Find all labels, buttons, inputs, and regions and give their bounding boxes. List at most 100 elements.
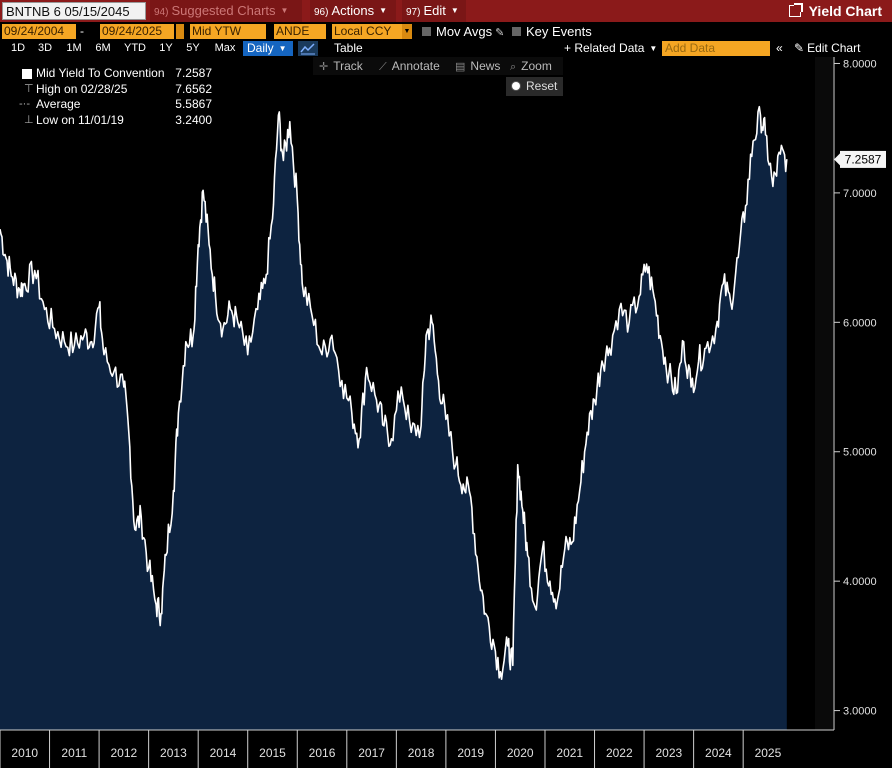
zoom-button[interactable]: ⌕ Zoom [510, 57, 552, 76]
y-tick-label: 4.0000 [843, 576, 877, 588]
range-1m-button[interactable]: 1M [66, 42, 82, 54]
source-field[interactable]: ANDE [274, 24, 326, 39]
edit-button[interactable]: 97) Edit ▼ [402, 0, 466, 22]
legend-label: High on 02/28/25 [36, 81, 128, 96]
x-tick-label: 2014 [210, 746, 237, 760]
legend-label: Average [36, 97, 81, 111]
last-value-arrow [834, 153, 840, 166]
frequency-dropdown[interactable]: Daily ▼ [243, 41, 293, 56]
reset-button[interactable]: Reset [506, 77, 563, 96]
yield-chart[interactable]: 8.0000 7.0000 6.0000 5.0000 4.0000 3.0000 201… [0, 57, 892, 768]
x-tick-label: 2013 [160, 746, 187, 760]
date-separator: - [80, 24, 84, 38]
x-tick-label: 2018 [408, 746, 435, 760]
frequency-value: Daily [247, 41, 274, 55]
x-tick-label: 2015 [259, 746, 286, 760]
x-tick-label: 2019 [457, 746, 484, 760]
collapse-icon[interactable]: « [776, 41, 783, 55]
caret-down-icon: ▼ [649, 44, 658, 53]
legend-row-high[interactable]: ⊤ High on 02/28/25 7.6562 [12, 82, 212, 98]
news-icon: ▤ [455, 61, 466, 73]
legend-value: 3.2400 [175, 112, 212, 127]
actions-label: Actions [331, 3, 375, 18]
yield-chart-title[interactable]: Yield Chart [788, 0, 882, 22]
key-events-toggle[interactable]: Key Events [512, 24, 592, 39]
x-tick-label: 2021 [556, 746, 583, 760]
actions-button[interactable]: 96) Actions ▼ [310, 0, 396, 22]
y-tick-label: 6.0000 [843, 317, 877, 329]
legend-row-low[interactable]: ⊥ Low on 11/01/19 3.2400 [12, 113, 212, 129]
top-bar: BNTNB 6 05/15/2045 94) Suggested Charts ▼ … [0, 0, 892, 22]
key-events-label: Key Events [526, 24, 592, 39]
range-1y-button[interactable]: 1Y [159, 42, 173, 54]
pencil-icon[interactable]: ✎ [495, 27, 505, 39]
suggested-charts-label: Suggested Charts [171, 3, 276, 18]
range-1d-button[interactable]: 1D [10, 42, 26, 54]
plot-right-gap [815, 57, 833, 730]
legend-row-average[interactable]: -·- Average 5.5867 [12, 97, 212, 113]
x-tick-label: 2010 [11, 746, 38, 760]
x-tick-label: 2025 [755, 746, 782, 760]
chevron-down-icon: ▼ [402, 24, 412, 39]
x-tick-label: 2011 [61, 746, 87, 760]
low-marker-icon: ⊥ [24, 113, 34, 126]
source-field-value: ANDE [276, 24, 310, 38]
y-tick-label: 3.0000 [843, 706, 877, 718]
annotate-button[interactable]: ⟋ Annotate [379, 57, 440, 76]
field-selector-value: Mid YTW [192, 24, 242, 38]
legend-label: Low on 11/01/19 [36, 112, 124, 127]
x-tick-label: 2016 [309, 746, 336, 760]
ticker-input[interactable]: BNTNB 6 05/15/2045 [2, 2, 146, 20]
edit-chart-label: Edit Chart [807, 41, 861, 55]
checkbox-icon [422, 27, 431, 36]
start-date-field[interactable]: 09/24/2004 [2, 24, 76, 39]
annotate-icon: ⟋ [379, 61, 387, 73]
range-3d-button[interactable]: 3D [37, 42, 53, 54]
track-button[interactable]: ✛ Track [319, 57, 363, 76]
caret-down-icon: ▼ [379, 6, 388, 15]
y-tick-label: 7.0000 [843, 188, 877, 200]
series-swatch [22, 69, 32, 79]
suggested-charts-button[interactable]: 94) Suggested Charts ▼ [150, 0, 302, 22]
field-selector[interactable]: Mid YTW [190, 24, 266, 39]
range-ytd-button[interactable]: YTD [124, 42, 146, 54]
x-tick-label: 2017 [358, 746, 385, 760]
related-data-button[interactable]: + Related Data ▼ [564, 40, 657, 57]
x-tick-label: 2022 [606, 746, 633, 760]
line-chart-icon[interactable] [298, 41, 318, 56]
legend-value: 5.5867 [175, 97, 212, 111]
range-max-button[interactable]: Max [214, 42, 236, 54]
yield-line [0, 105, 788, 680]
table-button[interactable]: Table [334, 41, 363, 55]
legend: Mid Yield To Convention 7.2587 ⊤ High on… [12, 66, 212, 128]
currency-value: Local CCY [334, 24, 392, 38]
track-label: Track [333, 59, 363, 73]
x-axis-ticks: 2010 2011 2012 2013 2014 2015 2016 2017 2018 2019… [0, 730, 782, 768]
x-axis-panel [0, 730, 834, 768]
legend-row-current[interactable]: Mid Yield To Convention 7.2587 [12, 66, 212, 82]
y-axis-panel [833, 57, 892, 768]
legend-label: Mid Yield To Convention [36, 66, 165, 80]
add-data-input[interactable] [662, 41, 770, 56]
news-button[interactable]: ▤ News [455, 57, 500, 76]
reset-icon [512, 82, 520, 90]
export-icon [788, 3, 803, 17]
legend-value: 7.2587 [175, 66, 212, 80]
x-tick-label: 2023 [655, 746, 682, 760]
range-6m-button[interactable]: 6M [95, 42, 111, 54]
currency-dropdown[interactable]: Local CCY ▼ [332, 24, 412, 39]
range-5y-button[interactable]: 5Y [186, 42, 200, 54]
edit-chart-button[interactable]: ✎ Edit Chart [794, 40, 860, 57]
zoom-label: Zoom [521, 59, 552, 73]
mov-avgs-label: Mov Avgs [436, 24, 493, 39]
mov-avgs-toggle[interactable]: Mov Avgs ✎ [422, 24, 504, 39]
high-marker-icon: ⊤ [24, 82, 34, 95]
crosshair-icon: ✛ [319, 61, 329, 73]
related-data-label: + Related Data [564, 41, 645, 55]
actions-number: 96) [314, 7, 329, 18]
last-value-label: 7.2587 [845, 152, 882, 166]
date-picker-icon[interactable] [176, 24, 184, 39]
last-value-marker: 7.2587 [834, 150, 886, 168]
y-tick-label: 5.0000 [843, 447, 877, 459]
end-date-field[interactable]: 09/24/2025 [100, 24, 174, 39]
